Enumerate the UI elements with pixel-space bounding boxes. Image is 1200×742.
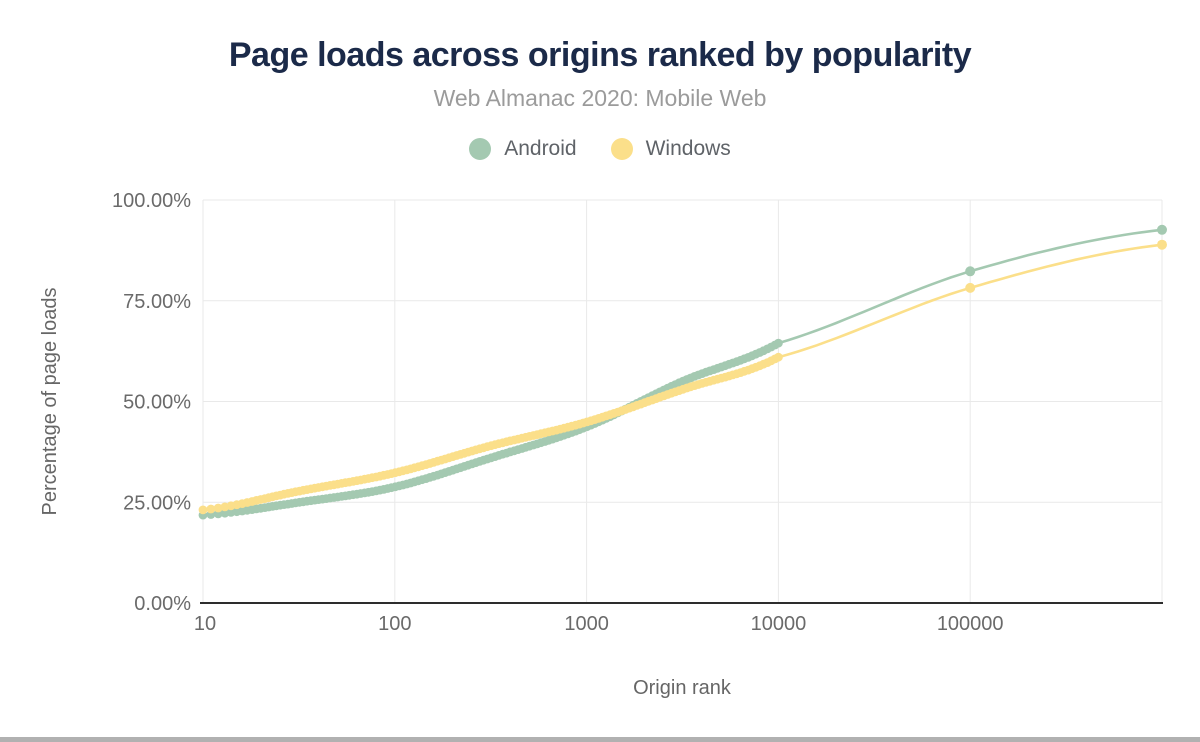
x-tick-label: 1000 xyxy=(564,613,609,635)
x-tick-label: 10 xyxy=(194,613,216,635)
windows-data-dot xyxy=(198,505,208,515)
android-data-point[interactable] xyxy=(965,266,976,277)
chart-title: Page loads across origins ranked by popu… xyxy=(228,36,972,74)
legend-label-android: Android xyxy=(504,137,577,160)
y-tick-label: 75.00% xyxy=(123,291,191,313)
windows-series[interactable] xyxy=(198,239,1167,515)
windows-data-point[interactable] xyxy=(1157,239,1167,250)
windows-data-dot xyxy=(206,504,216,514)
plot-area[interactable] xyxy=(203,200,1162,603)
android-legend-swatch-icon xyxy=(469,138,492,160)
android-data-dot xyxy=(774,338,783,348)
y-tick-label: 25.00% xyxy=(123,492,191,514)
legend-item-windows[interactable]: Windows xyxy=(610,137,731,161)
gridlines xyxy=(202,199,1163,603)
y-tick-label: 0.00% xyxy=(134,593,191,615)
legend-label-windows: Windows xyxy=(645,137,731,160)
legend-item-android[interactable]: Android xyxy=(469,137,577,161)
x-tick-label: 10000 xyxy=(751,613,807,635)
legend: Android Windows xyxy=(0,137,1200,161)
x-tick-label: 100000 xyxy=(937,613,1004,635)
x-tick-label: 100 xyxy=(378,613,411,635)
y-axis-title: Percentage of page loads xyxy=(39,288,61,516)
horizontal-scrollbar[interactable] xyxy=(0,737,1200,742)
windows-data-dot xyxy=(213,503,223,513)
windows-data-point[interactable] xyxy=(965,282,976,293)
x-axis-tick-labels: 10 100 1000 10000 100000 xyxy=(194,613,1004,635)
series-layer xyxy=(198,224,1167,520)
windows-data-dot xyxy=(774,352,783,362)
chart-subtitle: Web Almanac 2020: Mobile Web xyxy=(433,85,767,111)
y-tick-label: 50.00% xyxy=(123,392,191,414)
x-axis-title: Origin rank xyxy=(633,677,732,699)
y-tick-label: 100.00% xyxy=(112,190,191,212)
android-data-point[interactable] xyxy=(1157,224,1167,235)
y-axis-tick-labels: 100.00% 75.00% 50.00% 25.00% 0.00% xyxy=(112,190,191,615)
windows-legend-swatch-icon xyxy=(610,138,633,160)
